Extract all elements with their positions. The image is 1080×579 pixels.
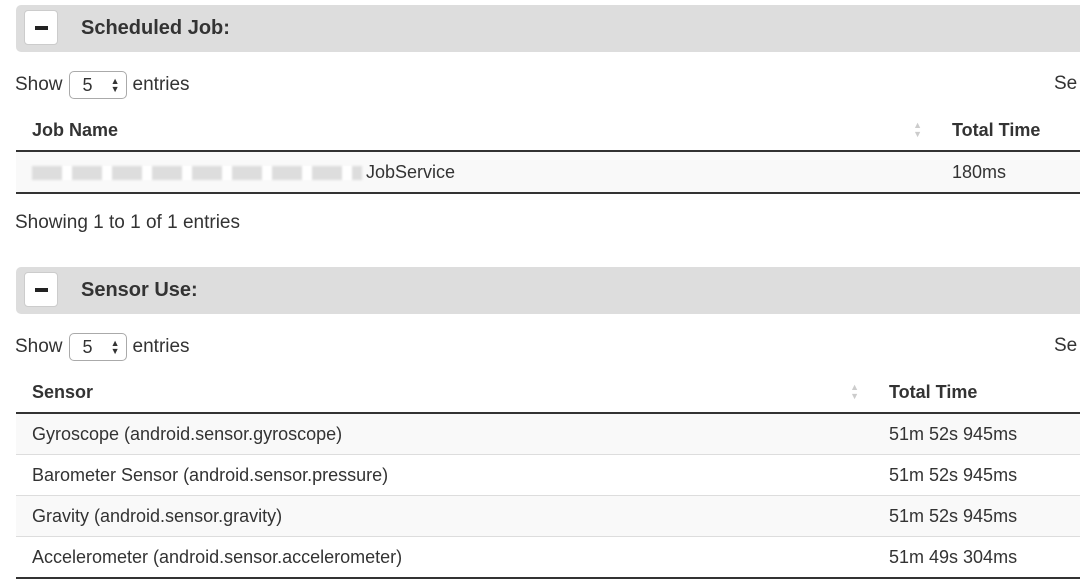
total-time-cell: 51m 52s 945ms [873, 413, 1080, 455]
total-time-cell: 51m 52s 945ms [873, 495, 1080, 537]
col-total-time[interactable]: Total Time [936, 110, 1080, 152]
total-time-cell: 180ms [936, 151, 1080, 194]
total-time-cell: 51m 49s 304ms [873, 536, 1080, 579]
table-row: Gyroscope (android.sensor.gyroscope) 51m … [16, 413, 1080, 455]
search-label: Se [1054, 73, 1078, 94]
collapse-button[interactable] [24, 272, 58, 307]
sensor-cell: Barometer Sensor (android.sensor.pressur… [16, 454, 873, 496]
collapse-button[interactable] [24, 10, 58, 45]
entries-label: entries [132, 336, 190, 357]
total-time-cell: 51m 52s 945ms [873, 454, 1080, 496]
select-value: 5 [82, 337, 93, 357]
col-total-time[interactable]: Total Time [873, 372, 1080, 414]
scheduled-job-panel-header: Scheduled Job: [16, 5, 1080, 52]
show-label: Show [15, 336, 63, 357]
show-label: Show [15, 74, 63, 95]
sensor-use-panel-header: Sensor Use: [16, 267, 1080, 314]
table-row: Accelerometer (android.sensor.accelerome… [16, 536, 1080, 579]
length-control: Show 5 ▲ ▼ entries [15, 71, 190, 99]
sensor-table: Sensor ▲ ▼ Total Time Gyroscope (android.s… [16, 372, 1080, 579]
col-sensor[interactable]: Sensor ▲ ▼ [16, 372, 873, 414]
job-name-cell: JobService [16, 151, 936, 194]
sort-icon: ▲ ▼ [850, 382, 859, 401]
select-value: 5 [82, 75, 93, 95]
updown-icon: ▲ ▼ [110, 338, 120, 356]
updown-icon: ▲ ▼ [110, 76, 120, 94]
redacted-block [32, 165, 362, 180]
table-row: JobService 180ms [16, 151, 1080, 194]
scheduled-job-table: Job Name ▲ ▼ Total Time JobService 180ms [16, 110, 1080, 194]
entries-label: entries [132, 74, 190, 95]
table-row: Barometer Sensor (android.sensor.pressur… [16, 454, 1080, 496]
entries-select[interactable]: 5 ▲ ▼ [68, 71, 127, 99]
col-job-name[interactable]: Job Name ▲ ▼ [16, 110, 936, 152]
sort-icon: ▲ ▼ [913, 120, 922, 139]
table-row: Gravity (android.sensor.gravity) 51m 52s … [16, 495, 1080, 537]
table-info: Showing 1 to 1 of 1 entries [15, 212, 240, 233]
sensor-cell: Gravity (android.sensor.gravity) [16, 495, 873, 537]
search-label: Se [1054, 335, 1078, 356]
panel-title: Scheduled Job: [81, 17, 230, 39]
entries-select[interactable]: 5 ▲ ▼ [68, 333, 127, 361]
sensor-cell: Accelerometer (android.sensor.accelerome… [16, 536, 873, 579]
length-control: Show 5 ▲ ▼ entries [15, 333, 190, 361]
panel-title: Sensor Use: [81, 279, 198, 301]
sensor-cell: Gyroscope (android.sensor.gyroscope) [16, 413, 873, 455]
